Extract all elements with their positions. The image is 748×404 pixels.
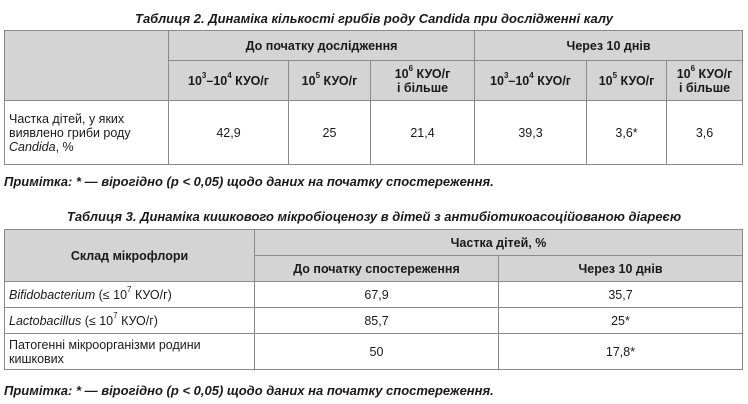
table2-caption: Таблиця 2. Динаміка кількості грибів род… (135, 11, 613, 26)
table3-cell-before: 50 (254, 333, 499, 370)
table3-header-share: Частка дітей, % (254, 229, 743, 256)
table3-caption: Таблиця 3. Динаміка кишкового мікробіоце… (66, 209, 682, 224)
table2-cell: 3,6 (666, 100, 744, 165)
table2-group-before: До початку дослідження (167, 30, 476, 61)
table3-row-label: Bifidobacterium (≤ 107 КУО/г) (4, 281, 255, 308)
table-row: Патогенні мікроорганізми родини кишкових… (4, 333, 743, 370)
table2-cell: 21,4 (369, 100, 476, 165)
table2-subheader: 106 КУО/г і більше (369, 60, 476, 101)
table3-row-label: Патогенні мікроорганізми родини кишкових (4, 333, 255, 370)
table2-cell: 25 (288, 100, 371, 165)
table2-group-after: Через 10 днів (474, 30, 744, 61)
table3-note: Примітка: * — вірогідно (р < 0,05) щодо … (4, 383, 494, 398)
table3-header-after: Через 10 днів (498, 255, 743, 282)
table2-subheader: 106 КУО/г і більше (666, 60, 744, 101)
table-row: Lactobacillus (≤ 107 КУО/г) 85,7 25* (4, 307, 743, 334)
table2-note: Примітка: * — вірогідно (р < 0,05) щодо … (4, 174, 494, 189)
table-row: Частка дітей, у яких виявлено гриби роду… (4, 100, 744, 165)
table2-cell: 3,6* (586, 100, 668, 165)
table3-cell-after: 35,7 (498, 281, 743, 308)
table2-subheader: 105 КУО/г (288, 60, 371, 101)
table3-header-before: До початку спостереження (254, 255, 499, 282)
table3-cell-after: 17,8* (498, 333, 743, 370)
table3: Склад мікрофлори Частка дітей, % До поча… (4, 229, 743, 370)
table2-row-label: Частка дітей, у яких виявлено гриби роду… (4, 100, 169, 165)
table2-subheader: 105 КУО/г (586, 60, 668, 101)
table3-header-composition: Склад мікрофлори (4, 229, 255, 282)
table2-subheader: 103–104 КУО/г (168, 60, 289, 101)
table2-subheader: 103–104 КУО/г (474, 60, 588, 101)
table3-cell-before: 67,9 (254, 281, 499, 308)
table2-corner-cell (4, 30, 169, 101)
table3-row-label: Lactobacillus (≤ 107 КУО/г) (4, 307, 255, 334)
table2-cell: 39,3 (474, 100, 588, 165)
table3-cell-before: 85,7 (254, 307, 499, 334)
table3-cell-after: 25* (498, 307, 743, 334)
table2: До початку дослідження Через 10 днів 103… (4, 30, 744, 165)
table-row: Bifidobacterium (≤ 107 КУО/г) 67,9 35,7 (4, 281, 743, 308)
table2-cell: 42,9 (168, 100, 289, 165)
